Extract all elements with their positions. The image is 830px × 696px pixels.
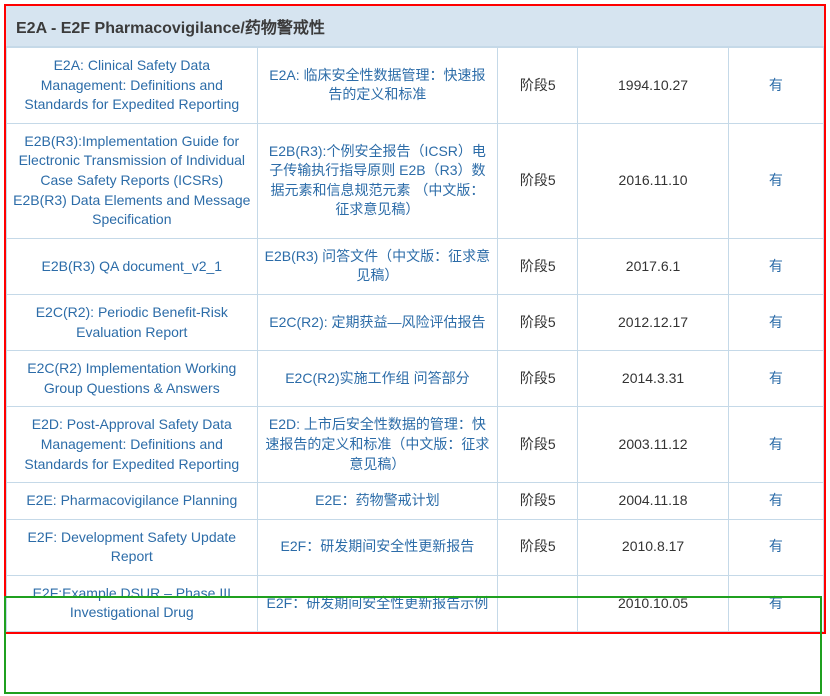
guideline-english-link: E2F:Example DSUR – Phase III Investigati… xyxy=(7,575,258,631)
stage-cell: 阶段5 xyxy=(498,407,578,483)
guideline-english-link: E2C(R2) Implementation Working Group Que… xyxy=(7,351,258,407)
stage-cell: 阶段5 xyxy=(498,238,578,294)
guideline-english-link: E2B(R3):Implementation Guide for Electro… xyxy=(7,123,258,238)
table-row: E2E: Pharmacovigilance Planning E2E：药物警戒计… xyxy=(7,483,824,520)
availability-link: 有 xyxy=(728,123,823,238)
table-row: E2A: Clinical Safety Data Management: De… xyxy=(7,48,824,124)
availability-link: 有 xyxy=(728,351,823,407)
availability-link-anchor[interactable]: 有 xyxy=(769,77,783,93)
guideline-english-link: E2A: Clinical Safety Data Management: De… xyxy=(7,48,258,124)
availability-link-anchor[interactable]: 有 xyxy=(769,172,783,188)
section-header: E2A - E2F Pharmacovigilance/药物警戒性 xyxy=(6,6,824,47)
availability-link: 有 xyxy=(728,294,823,350)
guideline-chinese-link: E2B(R3):个例安全报告（ICSR）电子传输执行指导原则 E2B（R3）数据… xyxy=(257,123,498,238)
date-cell: 2016.11.10 xyxy=(578,123,728,238)
guideline-english-link-anchor[interactable]: E2C(R2): Periodic Benefit-Risk Evaluatio… xyxy=(36,304,228,340)
availability-link: 有 xyxy=(728,575,823,631)
availability-link: 有 xyxy=(728,238,823,294)
availability-link-anchor[interactable]: 有 xyxy=(769,492,783,508)
guideline-chinese-link-anchor[interactable]: E2A: 临床安全性数据管理：快速报告的定义和标准 xyxy=(269,67,485,103)
guideline-english-link-anchor[interactable]: E2D: Post-Approval Safety Data Managemen… xyxy=(24,416,239,471)
guideline-chinese-link-anchor[interactable]: E2B(R3) 问答文件（中文版：征求意见稿） xyxy=(265,248,491,284)
guideline-chinese-link-anchor[interactable]: E2F：研发期间安全性更新报告 xyxy=(281,538,475,554)
table-row: E2B(R3) QA document_v2_1 E2B(R3) 问答文件（中文版… xyxy=(7,238,824,294)
guideline-english-link: E2F: Development Safety Update Report xyxy=(7,519,258,575)
guideline-english-link-anchor[interactable]: E2C(R2) Implementation Working Group Que… xyxy=(27,360,236,396)
guideline-english-link: E2D: Post-Approval Safety Data Managemen… xyxy=(7,407,258,483)
guideline-chinese-link: E2B(R3) 问答文件（中文版：征求意见稿） xyxy=(257,238,498,294)
guideline-english-link-anchor[interactable]: E2F:Example DSUR – Phase III Investigati… xyxy=(33,585,231,621)
guideline-chinese-link-anchor[interactable]: E2C(R2): 定期获益—风险评估报告 xyxy=(269,314,485,330)
table-wrapper: E2A - E2F Pharmacovigilance/药物警戒性 E2A: C… xyxy=(4,4,826,634)
date-cell: 2014.3.31 xyxy=(578,351,728,407)
guideline-chinese-link: E2A: 临床安全性数据管理：快速报告的定义和标准 xyxy=(257,48,498,124)
table-row: E2C(R2): Periodic Benefit-Risk Evaluatio… xyxy=(7,294,824,350)
guideline-chinese-link: E2D: 上市后安全性数据的管理：快速报告的定义和标准（中文版：征求意见稿） xyxy=(257,407,498,483)
guideline-english-link-anchor[interactable]: E2F: Development Safety Update Report xyxy=(28,529,237,565)
availability-link-anchor[interactable]: 有 xyxy=(769,538,783,554)
availability-link-anchor[interactable]: 有 xyxy=(769,258,783,274)
date-cell: 2004.11.18 xyxy=(578,483,728,520)
table-row: E2B(R3):Implementation Guide for Electro… xyxy=(7,123,824,238)
guideline-chinese-link-anchor[interactable]: E2C(R2)实施工作组 问答部分 xyxy=(285,370,469,386)
availability-link: 有 xyxy=(728,519,823,575)
guideline-chinese-link-anchor[interactable]: E2E：药物警戒计划 xyxy=(315,492,439,508)
guideline-english-link-anchor[interactable]: E2A: Clinical Safety Data Management: De… xyxy=(24,57,239,112)
stage-cell: 阶段5 xyxy=(498,48,578,124)
guideline-english-link-anchor[interactable]: E2E: Pharmacovigilance Planning xyxy=(26,492,237,508)
date-cell: 2010.10.05 xyxy=(578,575,728,631)
stage-cell: 阶段5 xyxy=(498,483,578,520)
guideline-english-link: E2B(R3) QA document_v2_1 xyxy=(7,238,258,294)
stage-cell: 阶段5 xyxy=(498,351,578,407)
section-title: E2A - E2F Pharmacovigilance/药物警戒性 xyxy=(16,20,325,37)
date-cell: 2010.8.17 xyxy=(578,519,728,575)
guideline-chinese-link: E2C(R2): 定期获益—风险评估报告 xyxy=(257,294,498,350)
stage-cell: 阶段5 xyxy=(498,519,578,575)
guidelines-table: E2A: Clinical Safety Data Management: De… xyxy=(6,47,824,632)
date-cell: 1994.10.27 xyxy=(578,48,728,124)
date-cell: 2003.11.12 xyxy=(578,407,728,483)
guideline-english-link-anchor[interactable]: E2B(R3):Implementation Guide for Electro… xyxy=(13,133,250,227)
availability-link-anchor[interactable]: 有 xyxy=(769,436,783,452)
availability-link-anchor[interactable]: 有 xyxy=(769,314,783,330)
table-row: E2F:Example DSUR – Phase III Investigati… xyxy=(7,575,824,631)
guideline-chinese-link: E2C(R2)实施工作组 问答部分 xyxy=(257,351,498,407)
guideline-english-link: E2C(R2): Periodic Benefit-Risk Evaluatio… xyxy=(7,294,258,350)
date-cell: 2012.12.17 xyxy=(578,294,728,350)
guideline-chinese-link: E2E：药物警戒计划 xyxy=(257,483,498,520)
availability-link: 有 xyxy=(728,48,823,124)
guideline-chinese-link-anchor[interactable]: E2B(R3):个例安全报告（ICSR）电子传输执行指导原则 E2B（R3）数据… xyxy=(269,143,486,218)
stage-cell xyxy=(498,575,578,631)
availability-link-anchor[interactable]: 有 xyxy=(769,595,783,611)
table-row: E2C(R2) Implementation Working Group Que… xyxy=(7,351,824,407)
guideline-english-link: E2E: Pharmacovigilance Planning xyxy=(7,483,258,520)
stage-cell: 阶段5 xyxy=(498,123,578,238)
stage-cell: 阶段5 xyxy=(498,294,578,350)
date-cell: 2017.6.1 xyxy=(578,238,728,294)
table-row: E2D: Post-Approval Safety Data Managemen… xyxy=(7,407,824,483)
guideline-chinese-link-anchor[interactable]: E2D: 上市后安全性数据的管理：快速报告的定义和标准（中文版：征求意见稿） xyxy=(265,416,489,471)
availability-link: 有 xyxy=(728,407,823,483)
guideline-chinese-link-anchor[interactable]: E2F：研发期间安全性更新报告示例 xyxy=(267,595,489,611)
table-row: E2F: Development Safety Update Report E2F… xyxy=(7,519,824,575)
guideline-chinese-link: E2F：研发期间安全性更新报告示例 xyxy=(257,575,498,631)
availability-link: 有 xyxy=(728,483,823,520)
guideline-english-link-anchor[interactable]: E2B(R3) QA document_v2_1 xyxy=(42,258,223,274)
main-container: E2A - E2F Pharmacovigilance/药物警戒性 E2A: C… xyxy=(4,4,826,634)
availability-link-anchor[interactable]: 有 xyxy=(769,370,783,386)
guideline-chinese-link: E2F：研发期间安全性更新报告 xyxy=(257,519,498,575)
